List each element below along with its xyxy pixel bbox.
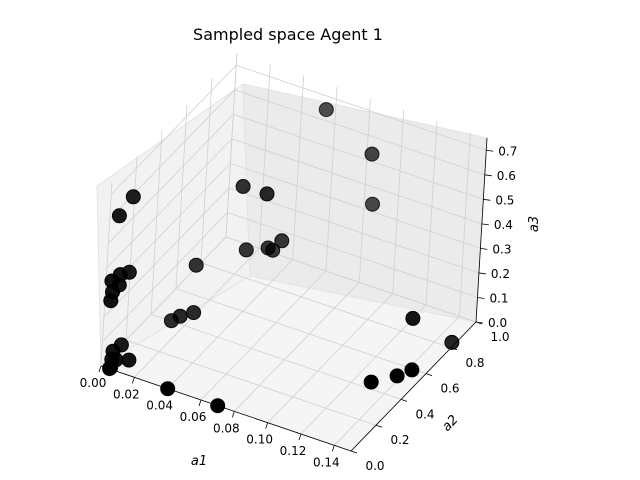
chart-title: Sampled space Agent 1 (193, 25, 383, 44)
data-point (111, 208, 127, 224)
z-tick-label: 0.1 (489, 291, 508, 305)
z-grid-line (103, 187, 480, 318)
data-point (274, 233, 290, 249)
z-tick-label: 0.2 (491, 267, 510, 281)
x-tick-label: 0.04 (146, 399, 173, 413)
x-tick-label: 0.12 (280, 444, 307, 458)
data-point (238, 242, 254, 258)
x-tick-mark (298, 433, 302, 441)
z-grid-line (102, 212, 478, 342)
scatter-points (102, 102, 460, 414)
x-tick-label: 0.06 (180, 410, 207, 424)
z-tick-mark (483, 198, 491, 201)
x-tick-mark (265, 422, 269, 429)
z-grid-line (105, 162, 481, 293)
z-tick-mark (481, 223, 489, 226)
data-point (186, 305, 202, 321)
tick-labels: 0.00 0.02 0.04 0.06 0.08 0.10 0.12 0.14 0.0 0.2 0.… (80, 144, 518, 473)
y-tick-label: 0.0 (365, 459, 384, 473)
x-tick-mark (231, 411, 235, 418)
z-tick-label: 0.3 (492, 242, 511, 256)
data-point (318, 102, 334, 118)
x-tick-label: 0.14 (313, 455, 340, 469)
x-tick-label: 0.02 (113, 387, 140, 401)
x-axis-line (100, 365, 352, 452)
data-point (389, 368, 405, 384)
z-tick-mark (480, 248, 488, 250)
data-point (404, 362, 420, 378)
data-point (260, 240, 276, 256)
z-axis-label: a3 (527, 216, 542, 232)
x-tick-label: 0.10 (246, 433, 273, 447)
z-tick-mark (478, 272, 486, 275)
x-tick-mark (98, 365, 102, 373)
z-tick-label: 0.5 (495, 193, 514, 207)
x-tick-label: 0.00 (80, 376, 107, 390)
z-tick-label: 0.7 (498, 144, 517, 158)
x-tick-mark (198, 399, 202, 407)
y-tick-mark (425, 373, 433, 376)
x-tick-mark (331, 445, 335, 452)
data-point (405, 310, 421, 326)
x-tick-label: 0.08 (213, 421, 240, 435)
z-grid-line (108, 113, 484, 244)
data-point (125, 189, 141, 205)
y-tick-label: 0.6 (440, 382, 459, 396)
data-point (363, 374, 379, 390)
z-tick-mark (477, 297, 485, 299)
z-grid-line (106, 138, 482, 269)
y-tick-mark (375, 424, 383, 428)
data-point (121, 352, 137, 368)
y-tick-label: 0.8 (465, 356, 484, 370)
y-tick-label: 0.4 (415, 407, 434, 421)
x-axis-label: a1 (191, 454, 207, 469)
z-tick-label: 0.4 (494, 218, 513, 232)
data-point (160, 381, 176, 397)
data-point (364, 146, 380, 162)
data-point (188, 257, 204, 273)
axes-3d: 0.00 0.02 0.04 0.06 0.08 0.10 0.12 0.14 0.0 0.2 0.… (80, 52, 518, 473)
z-tick-label: 0.6 (497, 169, 516, 183)
z-axis-line (475, 137, 488, 323)
z-tick-mark (475, 321, 484, 324)
y-tick-mark (400, 399, 408, 402)
data-point (103, 360, 119, 375)
data-point (103, 293, 119, 309)
data-point (444, 334, 460, 350)
z-grid-line (100, 236, 477, 367)
z-grid-line (110, 64, 487, 195)
y-tick-mark (350, 450, 358, 454)
y-tick-label: 1.0 (490, 330, 509, 344)
data-point (104, 273, 120, 289)
x-tick-mark (131, 377, 135, 384)
z-tick-label: 0.0 (488, 316, 507, 330)
data-point (259, 186, 275, 202)
z-grid-line (109, 89, 485, 220)
y-tick-label: 0.2 (390, 433, 409, 447)
data-point (172, 308, 188, 324)
z-tick-mark (486, 149, 494, 152)
data-point (365, 196, 380, 212)
data-point (210, 398, 226, 414)
data-point (235, 179, 251, 194)
z-tick-mark (484, 174, 492, 177)
